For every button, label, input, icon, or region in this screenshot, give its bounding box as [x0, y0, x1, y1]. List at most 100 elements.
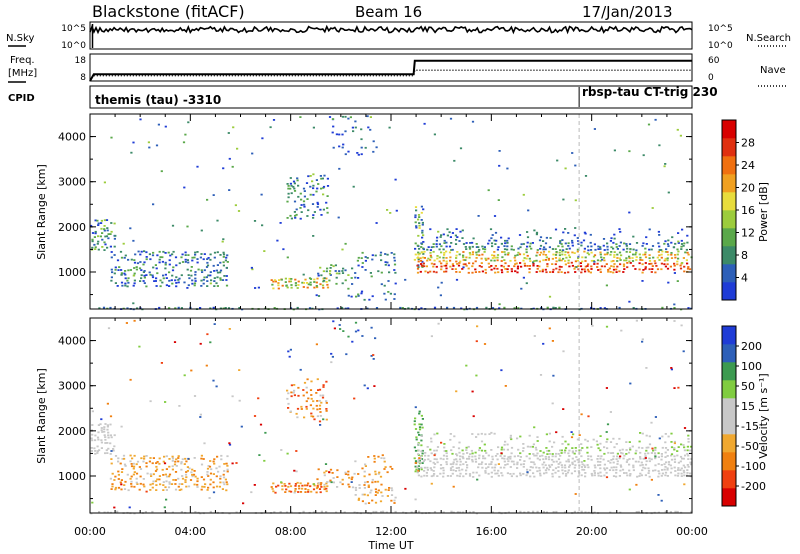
- range-gate-cell: [429, 448, 432, 451]
- range-gate-cell: [629, 448, 632, 451]
- range-gate-cell: [417, 258, 420, 261]
- range-gate-cell: [506, 458, 509, 460]
- range-gate-cell: [332, 320, 335, 323]
- range-gate-cell: [417, 469, 420, 472]
- range-gate-cell: [354, 330, 358, 333]
- range-gate-cell: [466, 452, 469, 454]
- range-gate-cell: [126, 285, 129, 288]
- range-gate-cell: [220, 458, 223, 461]
- range-gate-cell: [519, 472, 522, 475]
- range-gate-cell: [674, 474, 677, 477]
- range-gate-cell: [361, 251, 364, 254]
- range-gate-cell: [300, 204, 303, 206]
- range-gate-cell: [517, 307, 520, 309]
- range-gate-cell: [652, 469, 655, 472]
- range-gate-cell: [364, 259, 367, 262]
- range-gate-cell: [351, 486, 355, 489]
- range-gate-cell: [509, 259, 512, 262]
- range-gate-cell: [443, 264, 446, 267]
- range-gate-cell: [644, 474, 647, 477]
- range-gate-cell: [647, 467, 650, 470]
- range-gate-cell: [320, 214, 323, 216]
- range-gate-cell: [216, 264, 219, 266]
- range-gate-cell: [178, 277, 181, 280]
- range-gate-cell: [490, 461, 493, 463]
- range-gate-cell: [606, 423, 610, 426]
- range-gate-cell: [149, 473, 152, 476]
- range-gate-cell: [437, 322, 440, 325]
- range-gate-cell: [532, 264, 535, 267]
- range-gate-cell: [436, 432, 439, 435]
- range-gate-cell: [650, 421, 653, 424]
- range-gate-cell: [654, 271, 657, 274]
- range-gate-cell: [654, 416, 657, 418]
- range-gate-cell: [114, 234, 117, 237]
- range-gate-cell: [618, 457, 621, 460]
- range-gate-cell: [325, 511, 328, 513]
- range-gate-cell: [651, 447, 654, 450]
- range-gate-cell: [616, 253, 619, 256]
- range-gate-cell: [681, 228, 684, 231]
- range-gate-cell: [125, 322, 128, 324]
- colorbar-tick-label: -15: [741, 420, 759, 433]
- range-gate-cell: [616, 463, 619, 465]
- range-gate-cell: [417, 458, 420, 461]
- range-gate-cell: [457, 466, 460, 469]
- range-gate-cell: [194, 475, 197, 478]
- range-gate-cell: [171, 468, 174, 471]
- range-gate-cell: [215, 485, 219, 488]
- range-gate-cell: [328, 272, 332, 275]
- range-gate-cell: [574, 464, 577, 467]
- range-gate-cell: [339, 328, 342, 330]
- range-gate-cell: [485, 467, 488, 470]
- range-gate-cell: [497, 246, 500, 248]
- range-gate-cell: [509, 455, 512, 458]
- range-gate-cell: [445, 257, 448, 259]
- range-gate-cell: [507, 460, 510, 463]
- range-gate-cell: [529, 475, 532, 478]
- range-gate-cell: [670, 441, 673, 443]
- range-gate-cell: [206, 467, 210, 470]
- range-gate-cell: [221, 279, 225, 281]
- range-gate-cell: [294, 284, 297, 287]
- range-gate-cell: [564, 251, 567, 253]
- range-gate-cell: [509, 434, 512, 437]
- range-gate-cell: [132, 473, 135, 476]
- range-gate-cell: [676, 450, 679, 452]
- range-gate-cell: [290, 184, 293, 187]
- range-gate-cell: [448, 231, 451, 234]
- range-gate-cell: [656, 256, 659, 259]
- range-gate-cell: [500, 269, 503, 271]
- range-gate-cell: [593, 263, 596, 265]
- range-gate-cell: [310, 412, 313, 415]
- range-gate-cell: [597, 447, 600, 450]
- range-gate-cell: [186, 466, 189, 468]
- range-gate-cell: [464, 263, 467, 266]
- range-gate-cell: [420, 414, 423, 417]
- range-gate-cell: [510, 248, 513, 251]
- range-gate-cell: [104, 452, 107, 455]
- range-gate-cell: [98, 449, 101, 452]
- range-gate-cell: [259, 423, 263, 426]
- range-gate-cell: [677, 469, 680, 471]
- range-gate-cell: [445, 241, 448, 244]
- range-gate-cell: [666, 257, 669, 260]
- range-gate-cell: [104, 243, 107, 246]
- range-gate-cell: [567, 232, 570, 234]
- range-gate-cell: [610, 260, 613, 263]
- range-gate-cell: [564, 449, 567, 452]
- range-gate-cell: [417, 260, 420, 263]
- range-gate-cell: [683, 427, 687, 429]
- range-gate-cell: [526, 472, 529, 475]
- range-gate-cell: [132, 274, 135, 277]
- range-gate-cell: [165, 277, 168, 279]
- range-gate-cell: [142, 280, 145, 282]
- range-gate-cell: [424, 452, 427, 454]
- range-gate-cell: [389, 292, 392, 295]
- range-gate-cell: [200, 269, 203, 272]
- colorbar-segment: [722, 434, 736, 453]
- range-gate-cell: [686, 267, 690, 270]
- range-gate-cell: [528, 257, 531, 260]
- range-gate-cell: [522, 253, 526, 256]
- range-gate-cell: [590, 245, 593, 248]
